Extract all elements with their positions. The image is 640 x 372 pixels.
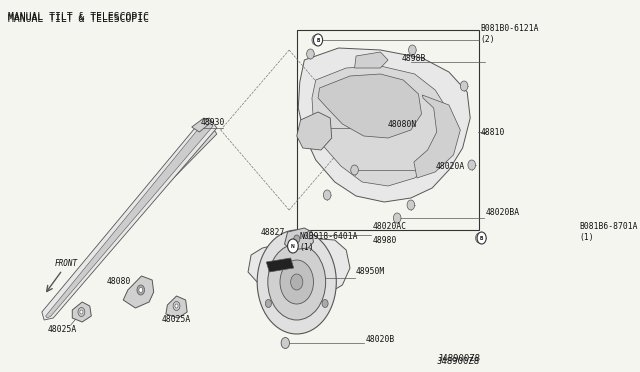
Circle shape <box>175 304 178 308</box>
Circle shape <box>287 239 298 253</box>
Text: B081B0-6121A
(2): B081B0-6121A (2) <box>481 24 540 44</box>
Text: 48080N: 48080N <box>388 119 417 128</box>
Text: 4898B: 4898B <box>402 54 426 62</box>
Text: 48950M: 48950M <box>356 267 385 276</box>
Circle shape <box>173 301 180 311</box>
Polygon shape <box>124 276 154 308</box>
Polygon shape <box>297 112 332 150</box>
Circle shape <box>323 190 331 200</box>
Polygon shape <box>355 52 388 68</box>
Circle shape <box>139 288 143 292</box>
Text: 48025A: 48025A <box>161 315 191 324</box>
Text: J48900Z8: J48900Z8 <box>438 354 481 363</box>
Circle shape <box>266 299 271 308</box>
Text: B: B <box>480 235 483 241</box>
Text: FRONT: FRONT <box>55 259 78 268</box>
Circle shape <box>468 160 476 170</box>
Text: 48930: 48930 <box>201 118 225 126</box>
Circle shape <box>460 81 468 91</box>
Polygon shape <box>248 238 350 296</box>
Circle shape <box>268 244 326 320</box>
Circle shape <box>291 274 303 290</box>
Circle shape <box>307 49 314 59</box>
Text: B: B <box>316 38 319 42</box>
Text: 48827: 48827 <box>260 228 285 237</box>
Text: N: N <box>291 244 295 248</box>
Circle shape <box>314 34 323 46</box>
Circle shape <box>281 337 289 349</box>
Polygon shape <box>84 126 217 264</box>
Text: MANUAL TILT & TELESCOPIC: MANUAL TILT & TELESCOPIC <box>8 14 148 24</box>
Polygon shape <box>42 118 217 320</box>
Circle shape <box>80 310 83 314</box>
Circle shape <box>307 231 313 239</box>
Circle shape <box>312 35 319 45</box>
Polygon shape <box>45 120 213 318</box>
Text: 48810: 48810 <box>481 128 505 137</box>
Circle shape <box>137 285 145 295</box>
Polygon shape <box>414 95 460 178</box>
Circle shape <box>476 233 483 243</box>
Polygon shape <box>266 258 294 272</box>
Text: MANUAL TILT & TELESCOPIC: MANUAL TILT & TELESCOPIC <box>8 12 148 22</box>
Polygon shape <box>312 66 449 186</box>
Text: 48020AC: 48020AC <box>373 221 407 231</box>
Text: 48020B: 48020B <box>365 336 394 344</box>
Circle shape <box>257 230 336 334</box>
Text: B081B6-8701A
(1): B081B6-8701A (1) <box>580 222 638 242</box>
Text: 48080: 48080 <box>106 278 131 286</box>
Polygon shape <box>166 296 187 318</box>
Text: 48020A: 48020A <box>435 161 465 170</box>
Text: J48900Z8: J48900Z8 <box>436 357 479 366</box>
Circle shape <box>322 299 328 308</box>
Text: 48020BA: 48020BA <box>485 208 520 217</box>
Circle shape <box>408 45 416 55</box>
Circle shape <box>394 213 401 223</box>
Polygon shape <box>285 228 314 250</box>
Circle shape <box>280 260 314 304</box>
Text: 48025A: 48025A <box>47 326 76 334</box>
Circle shape <box>477 232 486 244</box>
Circle shape <box>351 165 358 175</box>
Polygon shape <box>298 48 470 202</box>
Circle shape <box>78 308 85 317</box>
Polygon shape <box>318 74 422 138</box>
Polygon shape <box>72 302 92 322</box>
Circle shape <box>294 235 300 243</box>
Polygon shape <box>192 118 211 132</box>
Text: N0B918-6401A
(1): N0B918-6401A (1) <box>300 232 358 252</box>
Circle shape <box>407 200 415 210</box>
Text: 48980: 48980 <box>373 235 397 244</box>
